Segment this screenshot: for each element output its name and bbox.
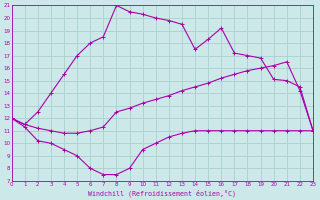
X-axis label: Windchill (Refroidissement éolien,°C): Windchill (Refroidissement éolien,°C): [88, 189, 236, 197]
